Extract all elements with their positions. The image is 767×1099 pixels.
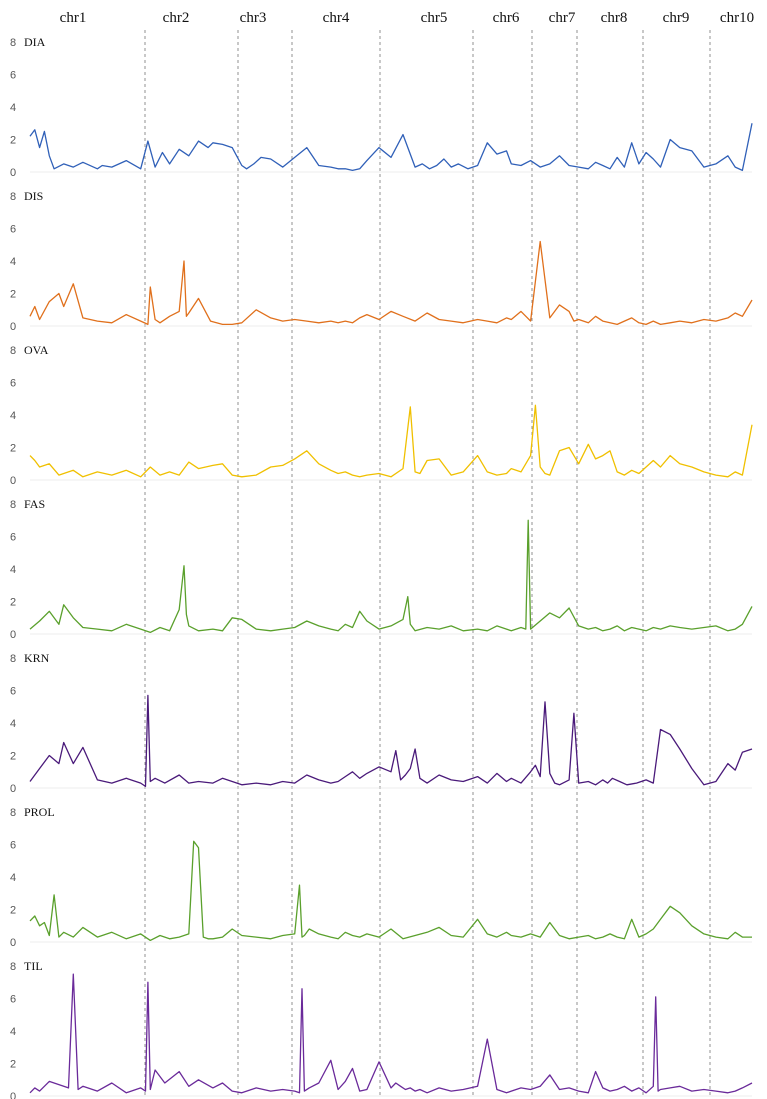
chromosome-labels: chr1 chr2 chr3 chr4 chr5 chr6 chr7 chr8 chr9 chr1… bbox=[60, 10, 754, 26]
y-tick-label: 0 bbox=[10, 167, 16, 179]
series-line-fas bbox=[29, 519, 753, 634]
y-tick-label: 4 bbox=[10, 410, 16, 422]
series-line-dia bbox=[29, 123, 753, 172]
panel-krn: 0 2 4 6 8 KRN bbox=[10, 651, 753, 795]
chromosome-label-chr1: chr1 bbox=[60, 10, 87, 26]
y-tick-label: 6 bbox=[10, 378, 16, 390]
panel-prol: 0 2 4 6 8 PROL bbox=[10, 805, 752, 949]
y-tick-label: 8 bbox=[10, 653, 16, 665]
trait-label-dia: DIA bbox=[24, 35, 46, 49]
trait-label-fas: FAS bbox=[24, 497, 45, 511]
y-tick-label: 0 bbox=[10, 937, 16, 949]
trait-label-til: TIL bbox=[24, 959, 43, 973]
y-tick-label: 6 bbox=[10, 70, 16, 82]
y-tick-label: 8 bbox=[10, 37, 16, 49]
chromosome-boundaries bbox=[144, 30, 711, 1097]
panel-dis: 0 2 4 6 8 DIS bbox=[10, 189, 753, 333]
y-tick-label: 2 bbox=[10, 135, 16, 147]
series-line-dis bbox=[29, 240, 753, 326]
y-tick-label: 6 bbox=[10, 532, 16, 544]
y-tick-label: 4 bbox=[10, 256, 16, 268]
panel-fas: 0 2 4 6 8 FAS bbox=[10, 497, 753, 641]
y-tick-label: 2 bbox=[10, 443, 16, 455]
chromosome-label-chr3: chr3 bbox=[240, 10, 267, 26]
y-tick-label: 4 bbox=[10, 718, 16, 730]
trait-label-dis: DIS bbox=[24, 189, 43, 203]
y-tick-label: 2 bbox=[10, 597, 16, 609]
y-tick-label: 8 bbox=[10, 807, 16, 819]
y-tick-label: 8 bbox=[10, 191, 16, 203]
y-tick-label: 2 bbox=[10, 1059, 16, 1071]
trait-label-prol: PROL bbox=[24, 805, 55, 819]
chromosome-label-chr4: chr4 bbox=[323, 10, 350, 26]
series-line-til bbox=[29, 973, 753, 1094]
chromosome-label-chr10: chr10 bbox=[720, 10, 754, 26]
chromosome-label-chr5: chr5 bbox=[421, 10, 448, 26]
panel-til: 0 2 4 6 8 TIL bbox=[10, 959, 753, 1099]
y-tick-label: 6 bbox=[10, 224, 16, 236]
y-tick-label: 2 bbox=[10, 289, 16, 301]
y-tick-label: 4 bbox=[10, 872, 16, 884]
y-tick-label: 4 bbox=[10, 102, 16, 114]
chromosome-label-chr7: chr7 bbox=[549, 10, 576, 26]
y-tick-label: 6 bbox=[10, 994, 16, 1006]
chromosome-label-chr9: chr9 bbox=[663, 10, 690, 26]
y-tick-label: 0 bbox=[10, 629, 16, 641]
y-tick-label: 0 bbox=[10, 321, 16, 333]
y-tick-label: 2 bbox=[10, 751, 16, 763]
y-tick-label: 0 bbox=[10, 475, 16, 487]
y-tick-label: 4 bbox=[10, 1026, 16, 1038]
y-tick-label: 6 bbox=[10, 840, 16, 852]
trait-label-krn: KRN bbox=[24, 651, 50, 665]
y-tick-label: 6 bbox=[10, 686, 16, 698]
y-tick-label: 4 bbox=[10, 564, 16, 576]
y-tick-label: 8 bbox=[10, 961, 16, 973]
y-tick-label: 0 bbox=[10, 1091, 16, 1099]
series-line-prol bbox=[29, 840, 752, 942]
y-tick-label: 0 bbox=[10, 783, 16, 795]
chromosome-label-chr8: chr8 bbox=[601, 10, 628, 26]
y-tick-label: 2 bbox=[10, 905, 16, 917]
panel-ova: 0 2 4 6 8 OVA bbox=[10, 343, 753, 487]
series-line-ova bbox=[29, 404, 753, 478]
panel-dia: 0 2 4 6 8 DIA bbox=[10, 35, 753, 179]
trait-label-ova: OVA bbox=[24, 343, 49, 357]
series-line-krn bbox=[29, 694, 753, 788]
y-tick-label: 8 bbox=[10, 499, 16, 511]
y-tick-label: 8 bbox=[10, 345, 16, 357]
trait-panels: 0 2 4 6 8 DIA 0 2 4 6 8 DIS 0 2 4 6 8 OVA 0 2 4 6 8 FAS 0 2 4 6 8 KRN… bbox=[10, 35, 753, 1099]
chromosome-label-chr2: chr2 bbox=[163, 10, 190, 26]
chromosome-label-chr6: chr6 bbox=[493, 10, 520, 26]
